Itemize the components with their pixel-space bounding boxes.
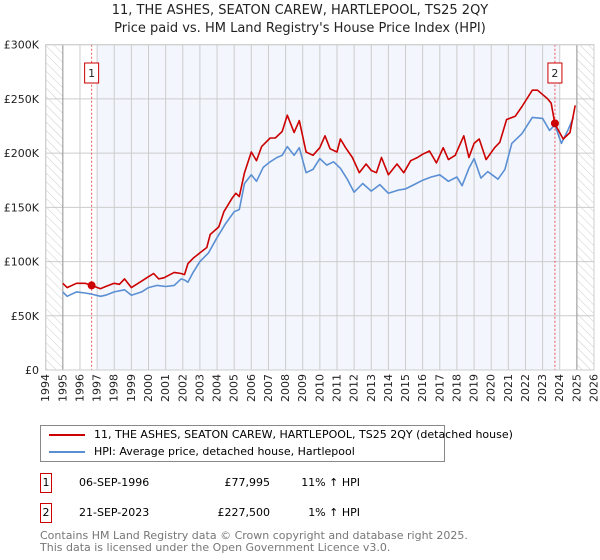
x-tick-label: 2023 [536,374,549,402]
sale-point-1 [87,281,96,290]
x-tick-label: 2003 [193,374,206,402]
sale-annotation-label-2: 2 [551,67,558,80]
sale-row-1: 1 06-SEP-1996 £77,995 11% ↑ HPI [40,473,440,493]
x-tick-label: 2024 [553,374,566,402]
y-tick-label: £0 [25,364,39,377]
x-tick-label: 2013 [365,374,378,402]
x-tick-label: 2020 [485,374,498,402]
sale-date: 21-SEP-2023 [79,506,150,519]
x-tick-label: 2022 [519,374,532,402]
hpi-line [62,116,575,298]
legend-swatch-property [49,434,85,436]
sale-annotation-box-1 [84,62,100,84]
x-tick-label: 2000 [142,374,155,402]
x-tick-label: 2014 [382,374,395,402]
price-chart: 1994 1995 1996 1997 1998 1999 2000 2001 2002 2003… [4,39,600,402]
y-tick-label: £50K [11,310,40,323]
sale-annotation-label-1: 1 [88,67,95,80]
x-tick-label: 2016 [416,374,429,402]
x-tick-label: 2008 [279,374,292,402]
x-tick-label: 1995 [56,374,69,402]
legend-item-property: 11, THE ASHES, SEATON CAREW, HARTLEPOOL,… [49,427,513,443]
x-tick-label: 1999 [125,374,138,402]
x-tick-label: 2010 [313,374,326,402]
x-tick-label: 2009 [296,374,309,402]
x-tick-label: 2011 [331,374,344,402]
x-tick-label: 2001 [159,374,172,402]
sale-badge: 2 [40,503,52,523]
x-tick-label: 2006 [245,374,258,402]
sale-hpi-diff: 1% ↑ HPI [308,506,360,519]
sale-price: £77,995 [224,476,271,489]
x-tick-label: 2019 [468,374,481,402]
sale-hpi-diff: 11% ↑ HPI [301,476,360,489]
y-tick-label: £250K [4,93,40,106]
y-tick-label: £150K [4,201,40,214]
property-price-line [62,89,576,290]
y-tick-label: £100K [4,256,40,269]
x-tick-label: 2018 [450,374,463,402]
legend-item-hpi: HPI: Average price, detached house, Hart… [49,444,355,460]
x-tick-label: 2026 [588,374,600,402]
x-tick-label: 2012 [348,374,361,402]
footer-copyright: Contains HM Land Registry data © Crown c… [40,529,468,542]
sale-price: £227,500 [217,506,271,519]
x-tick-label: 1997 [91,374,104,402]
x-tick-label: 2007 [262,374,275,402]
sale-row-2: 2 21-SEP-2023 £227,500 1% ↑ HPI [40,503,440,523]
footer-licence: This data is licensed under the Open Gov… [40,541,391,554]
x-tick-label: 2017 [433,374,446,402]
x-tick-label: 1994 [39,374,52,402]
sale-badge: 1 [40,473,52,493]
sale-point-2 [550,119,559,128]
legend-label-hpi: HPI: Average price, detached house, Hart… [94,445,355,458]
plot-frame [45,44,595,371]
x-tick-label: 2005 [228,374,241,402]
x-tick-label: 2002 [176,374,189,402]
y-tick-label: £200K [4,147,40,160]
chart-title-line2: Price paid vs. HM Land Registry's House … [114,21,486,36]
sale-annotation-box-2 [547,62,563,84]
legend-swatch-hpi [49,451,85,453]
legend-label-property: 11, THE ASHES, SEATON CAREW, HARTLEPOOL,… [94,428,513,441]
x-tick-label: 1998 [108,374,121,402]
legend: 11, THE ASHES, SEATON CAREW, HARTLEPOOL,… [40,425,513,462]
x-tick-label: 2021 [502,374,515,402]
x-tick-label: 2015 [399,374,412,402]
x-tick-label: 1996 [74,374,87,402]
x-tick-label: 2025 [570,374,583,402]
y-tick-label: £300K [4,39,40,52]
x-tick-label: 2004 [211,374,224,402]
chart-title-line1: 11, THE ASHES, SEATON CAREW, HARTLEPOOL,… [111,3,489,18]
sale-date: 06-SEP-1996 [79,476,150,489]
